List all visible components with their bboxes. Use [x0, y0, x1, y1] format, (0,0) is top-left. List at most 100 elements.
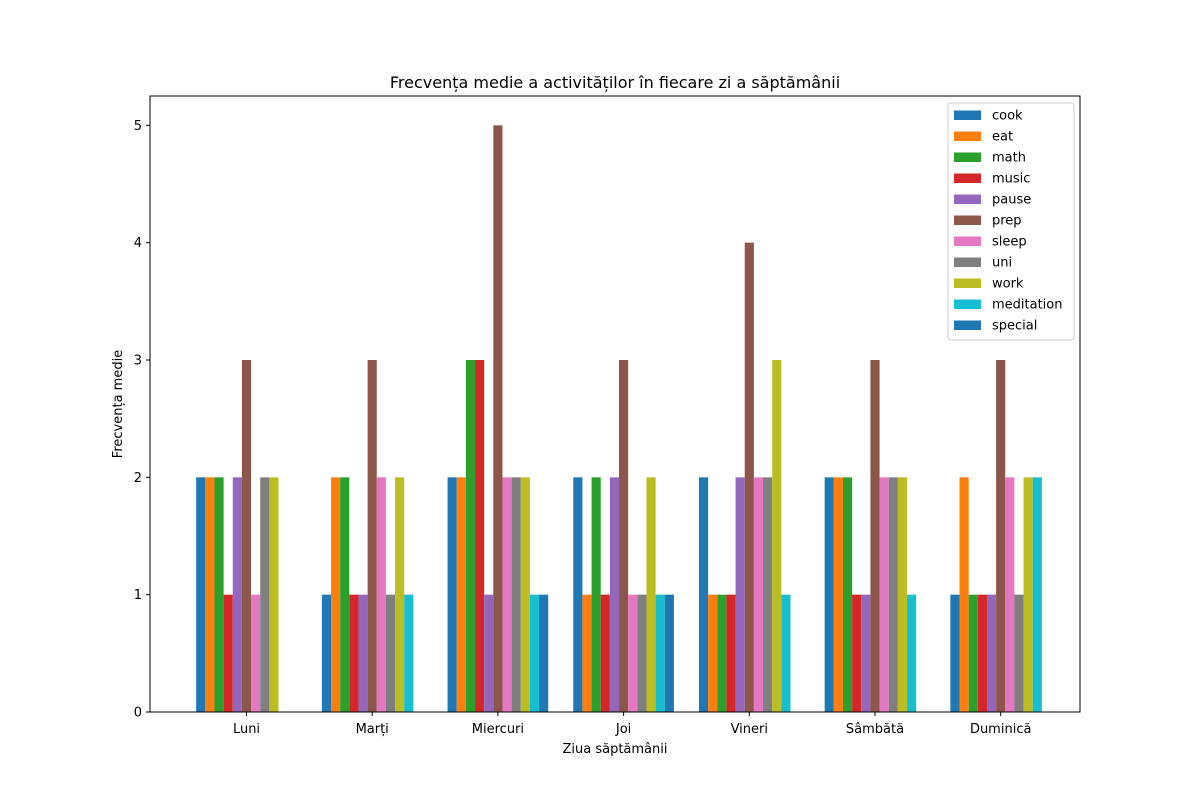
bar-cook — [447, 477, 457, 712]
bar-eat — [959, 477, 969, 712]
x-tick-label: Vineri — [731, 722, 768, 737]
x-tick-label: Luni — [233, 722, 260, 737]
bar-uni — [511, 477, 521, 712]
bar-meditation — [1032, 477, 1042, 712]
bar-math — [214, 477, 224, 712]
bar-meditation — [655, 594, 665, 712]
bar-cook — [321, 594, 332, 712]
legend-swatch-uni — [954, 257, 981, 267]
legend-label-cook: cook — [992, 109, 1023, 124]
bar-sleep — [628, 594, 638, 712]
bar-music — [223, 594, 233, 712]
chart-title: Frecvența medie a activităților în fieca… — [390, 73, 840, 92]
bar-sleep — [376, 477, 386, 712]
bar-cook — [824, 477, 834, 712]
legend-label-meditation: meditation — [992, 298, 1063, 313]
bar-prep — [241, 360, 252, 712]
bar-eat — [205, 477, 215, 712]
legend-label-sleep: sleep — [992, 235, 1027, 250]
bar-sleep — [879, 477, 889, 712]
bar-work — [269, 477, 279, 712]
legend-label-special: special — [992, 319, 1037, 334]
bar-meditation — [907, 594, 917, 712]
bar-eat — [456, 477, 466, 712]
legend-label-math: math — [992, 151, 1026, 166]
bar-math — [968, 594, 978, 712]
bar-math — [717, 594, 727, 712]
bar-music — [726, 594, 736, 712]
legend-label-eat: eat — [992, 130, 1013, 145]
bar-eat — [708, 594, 718, 712]
bar-work — [646, 477, 656, 712]
bar-sleep — [1005, 477, 1015, 712]
x-tick-label: Marți — [356, 722, 389, 737]
x-axis: Luni Marți Miercuri Joi Vineri Sâmbătă Duminic… — [233, 712, 1032, 737]
legend-swatch-meditation — [954, 299, 981, 309]
bar-math — [842, 477, 853, 712]
bar-special — [539, 594, 549, 712]
bar-eat — [582, 594, 592, 712]
bar-work — [520, 477, 530, 712]
bar-pause — [484, 594, 494, 712]
bar-pause — [735, 477, 745, 712]
y-tick-label: 2 — [134, 471, 142, 486]
bar-work — [897, 477, 908, 712]
bar-cook — [698, 477, 709, 712]
bar-meditation — [781, 594, 791, 712]
bar-uni — [637, 594, 647, 712]
bar-work — [395, 477, 405, 712]
y-axis: 0 1 2 3 4 5 — [134, 119, 150, 721]
legend-swatch-prep — [954, 215, 981, 225]
legend-swatch-eat — [954, 131, 981, 141]
bar-math — [591, 477, 601, 712]
bar-special — [664, 594, 674, 712]
bar-prep — [493, 125, 503, 713]
legend-swatch-special — [954, 320, 981, 330]
bar-uni — [888, 477, 898, 712]
bar-pause — [986, 594, 997, 712]
bar-cook — [573, 477, 583, 712]
bar-math — [340, 477, 350, 712]
plot-frame — [149, 95, 1081, 713]
bar-sleep — [251, 594, 261, 712]
bar-music — [349, 594, 359, 712]
bar-uni — [260, 477, 270, 712]
bar-uni — [763, 477, 773, 712]
bar-pause — [609, 477, 620, 712]
x-tick-label: Joi — [615, 722, 631, 737]
x-axis-label: Ziua săptămânii — [562, 742, 667, 757]
bar-meditation — [529, 594, 540, 712]
bar-prep — [619, 360, 629, 712]
bar-prep — [870, 360, 880, 712]
bar-music — [600, 594, 610, 712]
bar-sleep — [753, 477, 764, 712]
bar-meditation — [404, 594, 414, 712]
bar-eat — [833, 477, 843, 712]
legend-swatch-math — [954, 152, 981, 162]
bar-uni — [385, 594, 396, 712]
bar-work — [1023, 477, 1033, 712]
bar-math — [465, 360, 476, 712]
legend-label-music: music — [992, 172, 1030, 187]
legend: cook eat math music pause prep sleep uni work med… — [947, 102, 1075, 341]
bar-prep — [996, 360, 1006, 712]
y-tick-label: 3 — [134, 354, 142, 369]
bar-work — [772, 360, 782, 712]
x-tick-label: Sâmbătă — [846, 722, 904, 737]
y-tick-label: 1 — [134, 588, 142, 603]
legend-swatch-cook — [954, 110, 981, 120]
bar-pause — [232, 477, 242, 712]
y-tick-label: 4 — [134, 236, 142, 251]
y-tick-label: 0 — [134, 706, 142, 721]
legend-label-uni: uni — [992, 256, 1012, 271]
bar-music — [475, 360, 485, 712]
x-tick-label: Duminică — [970, 722, 1032, 737]
bar-prep — [744, 242, 754, 712]
bar-music — [852, 594, 862, 712]
legend-swatch-work — [954, 278, 981, 288]
legend-swatch-music — [954, 173, 981, 183]
bar-uni — [1014, 594, 1024, 712]
y-tick-label: 5 — [134, 119, 142, 134]
bar-eat — [331, 477, 341, 712]
